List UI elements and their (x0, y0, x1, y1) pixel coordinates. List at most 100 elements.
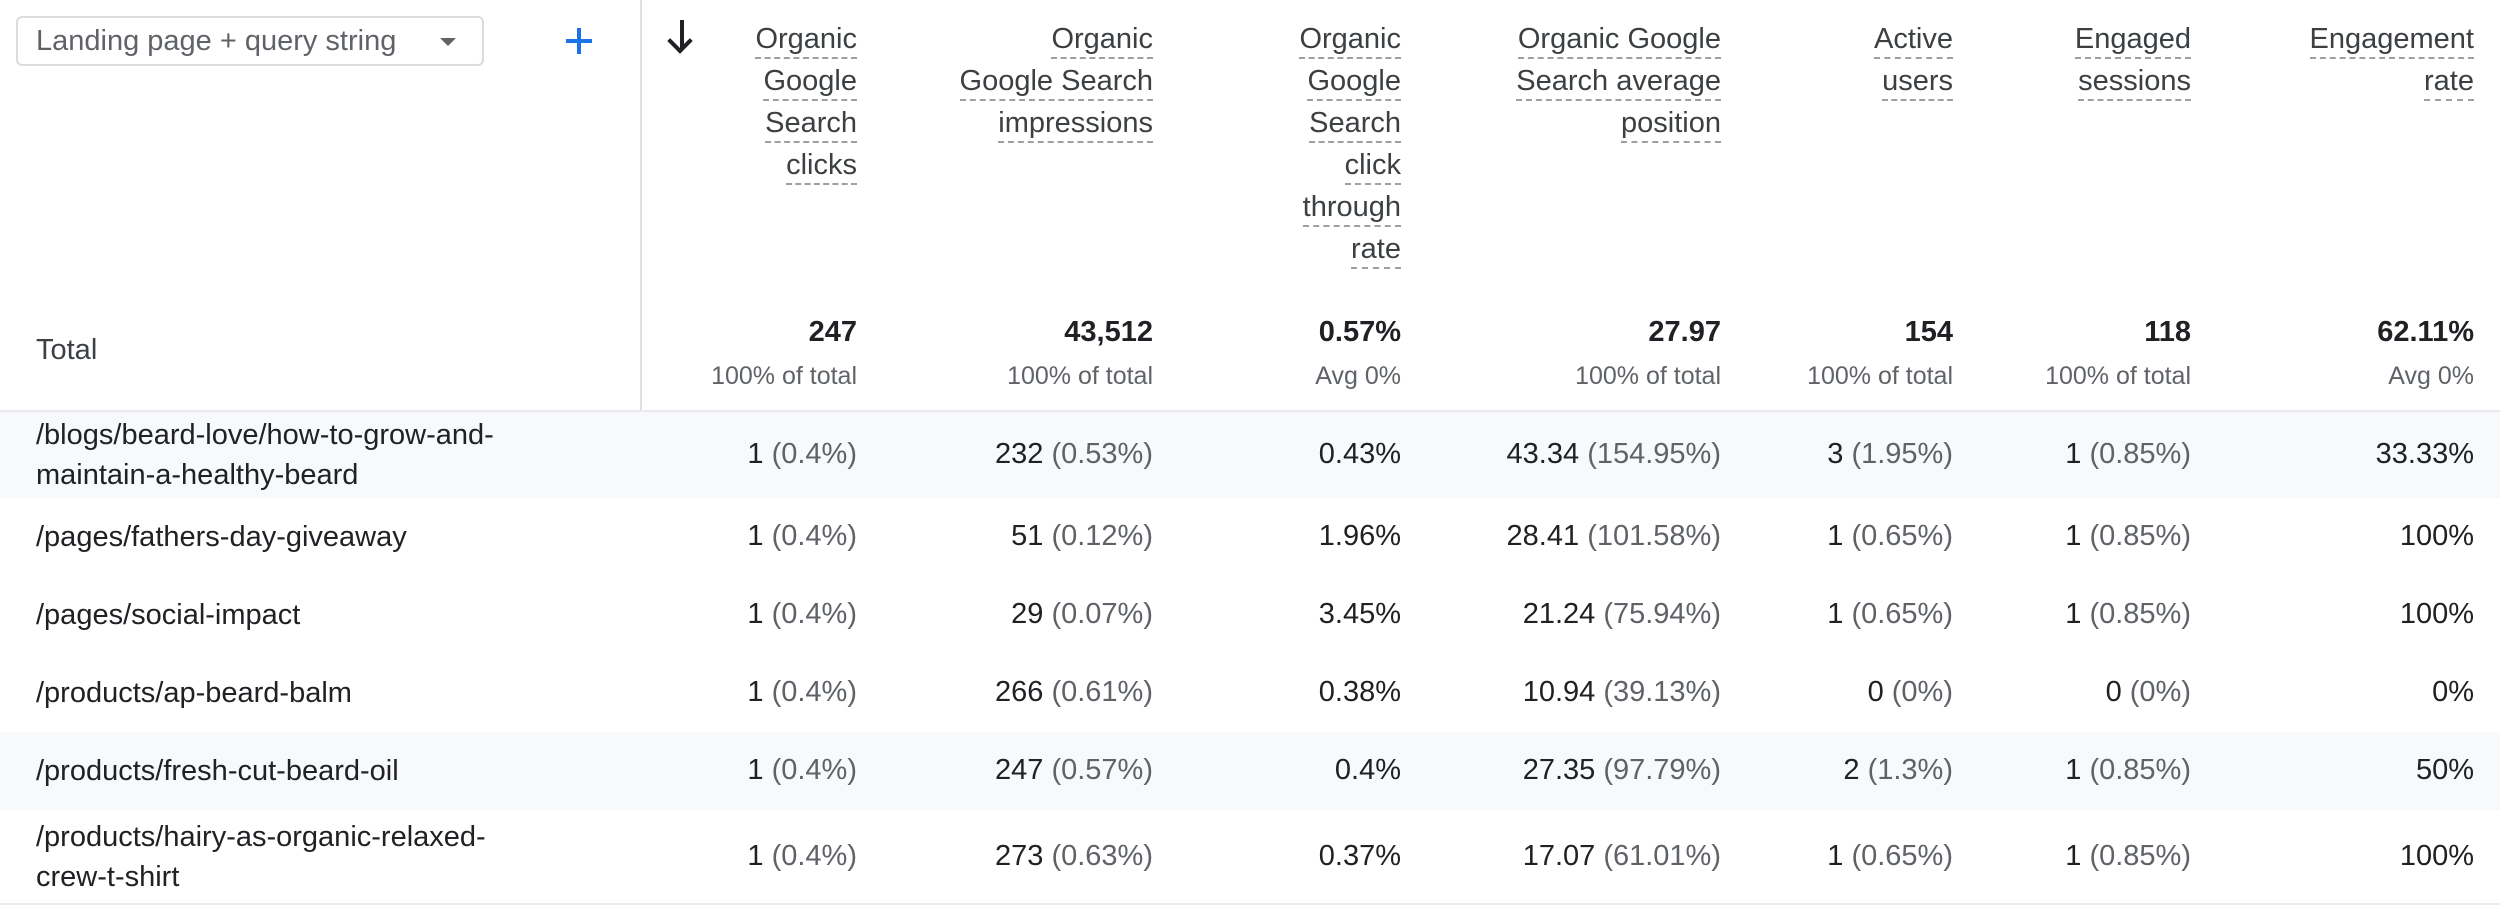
table-cell: 0.43% (1121, 438, 1401, 471)
total-value: 27.97 (1648, 316, 1721, 348)
column-header-text: click (1344, 149, 1401, 185)
column-header-text: Search (1309, 107, 1401, 143)
table-cell: 1 (0.85%) (1911, 598, 2191, 631)
cell-percent: (0.63%) (1051, 839, 1153, 872)
cell-value: 0.37% (1318, 839, 1401, 872)
cell-percent: (0.85%) (2089, 520, 2191, 552)
table-cell: 232 (0.53%) (873, 438, 1153, 471)
cell-percent: (0.57%) (1051, 754, 1153, 786)
cell-percent: (39.13%) (1603, 676, 1721, 708)
cell-value: 273 (995, 839, 1044, 872)
row-label-line: maintain-a-healthy-beard (36, 459, 359, 491)
row-label-line: /products/fresh-cut-beard-oil (36, 755, 399, 787)
column-header-text: through (1302, 191, 1401, 227)
table-cell: 50% (2194, 754, 2474, 787)
table-cell: 1 (0.85%) (1911, 520, 2191, 553)
table-cell: 1 (0.85%) (1911, 754, 2191, 787)
cell-value: 3.45% (1318, 598, 1401, 630)
table-cell: 1 (0.4%) (577, 520, 857, 553)
total-subtext: 100% of total (711, 362, 857, 390)
row-label-line: /pages/social-impact (36, 599, 301, 631)
table-row[interactable] (0, 412, 2500, 498)
cell-value: 0 (2105, 676, 2122, 708)
column-header-engaged-sessions[interactable]: Engaged sessions (1951, 18, 2191, 102)
cell-value: 0% (2432, 676, 2474, 708)
column-header-engagement-rate[interactable]: Engagement rate (2234, 18, 2474, 102)
cell-percent: (1.3%) (1867, 754, 1953, 786)
cell-value: 1 (747, 676, 764, 708)
column-header-text: rate (1351, 233, 1401, 269)
table-row[interactable] (0, 732, 2500, 810)
cell-value: 27.35 (1522, 754, 1596, 786)
total-subtext: 100% of total (1007, 362, 1153, 390)
table-cell: 29 (0.07%) (873, 598, 1153, 631)
cell-value: 43.34 (1506, 438, 1580, 470)
table-row[interactable] (0, 498, 2500, 576)
table-cell: 2 (1.3%) (1673, 754, 1953, 787)
column-header-clicks[interactable]: Organic Google Search clicks (617, 18, 857, 186)
cell-value: 1 (2065, 754, 2082, 786)
table-cell: 1 (0.65%) (1673, 520, 1953, 553)
cell-percent: (154.95%) (1587, 438, 1721, 470)
table-row[interactable] (0, 654, 2500, 732)
column-header-text: Engagement (2309, 23, 2474, 59)
total-value: 0.57% (1318, 316, 1401, 348)
cell-value: 1 (1827, 598, 1844, 630)
dimension-selector-label: Landing page + query string (36, 24, 397, 57)
table-cell: 10.94 (39.13%) (1441, 676, 1721, 709)
cell-percent: (0.65%) (1851, 598, 1953, 630)
chevron-down-icon (440, 38, 456, 46)
table-cell: 273 (0.63%) (873, 840, 1153, 873)
row-landing-page: /products/hairy-as-organic-relaxed-crew-… (36, 817, 486, 897)
total-value: 62.11% (2377, 316, 2474, 348)
dimension-selector[interactable]: Landing page + query string (16, 16, 484, 66)
cell-percent: (0.65%) (1851, 839, 1953, 872)
column-header-ctr[interactable]: Organic Google Search click through rate (1161, 18, 1401, 270)
cell-value: 0.4% (1334, 754, 1401, 786)
cell-value: 1 (2065, 438, 2082, 470)
sort-descending-icon[interactable] (667, 20, 696, 56)
row-landing-page: /products/ap-beard-balm (36, 673, 352, 713)
table-row[interactable] (0, 810, 2500, 903)
cell-value: 100% (2399, 520, 2474, 552)
table-cell: 100% (2194, 598, 2474, 631)
column-header-text: rate (2424, 65, 2474, 101)
table-cell: 100% (2194, 520, 2474, 553)
cell-value: 1 (1827, 520, 1844, 552)
table-cell: 3 (1.95%) (1673, 438, 1953, 471)
column-header-text: sessions (2078, 65, 2191, 101)
column-header-text: Organic (1299, 23, 1401, 59)
cell-value: 1 (2065, 598, 2082, 630)
column-header-text: impressions (998, 107, 1153, 143)
table-cell: 3.45% (1121, 598, 1401, 631)
total-subtext: 100% of total (2045, 362, 2191, 390)
table-cell: 28.41 (101.58%) (1441, 520, 1721, 553)
cell-value: 2 (1843, 754, 1860, 786)
total-value: 247 (808, 316, 857, 348)
table-cell: 1 (0.65%) (1673, 598, 1953, 631)
table-cell: 1 (0.4%) (577, 598, 857, 631)
add-dimension-button[interactable] (562, 14, 598, 64)
column-header-impressions[interactable]: Organic Google Search impressions (913, 18, 1153, 144)
cell-percent: (0.85%) (2089, 754, 2191, 786)
cell-percent: (0.53%) (1051, 438, 1153, 470)
table-cell: 1 (0.85%) (1911, 438, 2191, 471)
table-cell: 0% (2194, 676, 2474, 709)
column-header-active-users[interactable]: Active users (1713, 18, 1953, 102)
cell-percent: (0.4%) (771, 839, 857, 872)
cell-value: 0.38% (1318, 676, 1401, 708)
table-cell: 1 (0.4%) (577, 438, 857, 471)
table-cell: 266 (0.61%) (873, 676, 1153, 709)
table-cell: 21.24 (75.94%) (1441, 598, 1721, 631)
cell-value: 21.24 (1522, 598, 1596, 630)
cell-percent: (0%) (2129, 676, 2191, 708)
table-cell: 1 (0.4%) (577, 754, 857, 787)
cell-percent: (61.01%) (1603, 839, 1721, 872)
table-cell: 43.34 (154.95%) (1441, 438, 1721, 471)
table-cell: 1 (0.4%) (577, 840, 857, 873)
column-header-position[interactable]: Organic Google Search average position (1481, 18, 1721, 144)
row-label-line: /pages/fathers-day-giveaway (36, 521, 407, 553)
table-row[interactable] (0, 576, 2500, 654)
cell-value: 1 (747, 438, 764, 470)
column-header-text: Organic (755, 23, 857, 59)
